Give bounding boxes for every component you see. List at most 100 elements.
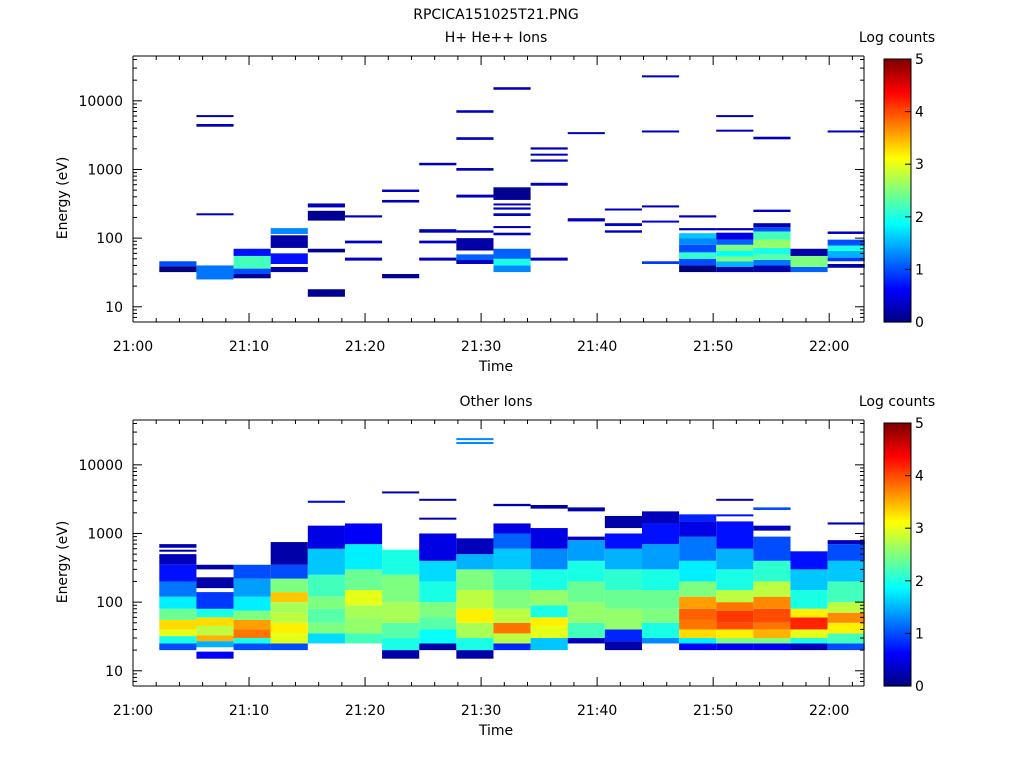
colorbar-segment — [884, 210, 911, 214]
colorbar-segment — [884, 561, 911, 564]
colorbar-segment — [884, 122, 911, 126]
colorbar-segment — [884, 85, 911, 89]
colorbar-segment — [884, 618, 911, 621]
heatmap-cell — [344, 633, 383, 644]
colorbar-segment — [884, 556, 911, 560]
heatmap-cell — [753, 223, 791, 228]
heatmap-cell — [382, 622, 420, 639]
heatmap-cell — [716, 498, 754, 501]
colorbar-segment — [884, 313, 911, 317]
colorbar-segment — [884, 444, 911, 448]
heatmap-cell — [382, 574, 420, 603]
colorbar-segment — [884, 582, 911, 586]
colorbar-segment — [884, 208, 911, 211]
x-tick-label: 21:00 — [113, 703, 153, 719]
colorbar-segment — [884, 300, 911, 303]
colorbar-segment — [884, 598, 911, 602]
heatmap-cell — [307, 608, 345, 623]
heatmap-cell — [641, 205, 680, 208]
colorbar-segment — [884, 655, 911, 659]
panel-title: H+ He++ Ions — [445, 30, 548, 46]
colorbar-segment — [884, 475, 911, 479]
heatmap-cell — [753, 643, 791, 651]
heatmap-cell — [456, 254, 494, 261]
colorbar-segment — [884, 212, 911, 216]
colorbar-segment — [884, 666, 911, 670]
colorbar-segment — [884, 249, 911, 253]
heatmap-cell — [753, 260, 791, 266]
colorbar-segment — [884, 517, 911, 521]
y-tick-label: 10 — [105, 300, 123, 316]
heatmap-cell — [233, 643, 271, 651]
heatmap-cell — [790, 551, 828, 570]
colorbar-segment — [884, 181, 911, 185]
colorbar-segment — [884, 442, 911, 446]
heatmap-cell — [307, 525, 345, 549]
colorbar-segment — [884, 190, 911, 194]
colorbar-segment — [884, 572, 911, 575]
colorbar-segment — [884, 440, 911, 444]
heatmap-cell — [530, 153, 568, 156]
x-tick-label: 21:30 — [461, 703, 501, 719]
heatmap-cell — [604, 515, 642, 529]
heatmap-cell — [233, 274, 271, 279]
heatmap-cell — [753, 608, 791, 623]
heatmap-cell — [344, 590, 383, 606]
colorbar-segment — [884, 670, 911, 674]
colorbar-segment — [884, 229, 911, 233]
colorbar-segment — [884, 495, 911, 499]
colorbar-segment — [884, 675, 911, 678]
colorbar-segment — [884, 148, 911, 152]
colorbar-segment — [884, 532, 911, 536]
colorbar-segment — [884, 188, 911, 192]
heatmap-cell — [493, 548, 531, 570]
colorbar-segment — [884, 567, 911, 571]
x-tick-label: 21:10 — [229, 339, 269, 355]
heatmap-cell — [827, 250, 865, 258]
colorbar-segment — [884, 311, 911, 314]
heatmap-cell — [716, 244, 754, 251]
heatmap-cell — [716, 569, 754, 591]
heatmap-cell — [753, 239, 791, 248]
heatmap-cell — [716, 266, 754, 273]
heatmap-cell — [827, 257, 865, 262]
heatmap-cell — [679, 514, 717, 522]
colorbar-tick-label: 1 — [915, 626, 924, 642]
y-tick-label: 10000 — [78, 458, 123, 474]
colorbar-segment — [884, 477, 911, 481]
x-tick-label: 21:00 — [113, 339, 153, 355]
heatmap-cell — [493, 643, 531, 651]
heatmap-cell — [344, 257, 383, 261]
heatmap-cell — [716, 610, 754, 623]
heatmap-cell — [159, 596, 197, 609]
colorbar-segment — [884, 107, 911, 111]
heatmap-cell — [753, 136, 791, 140]
heatmap-cell — [456, 238, 494, 251]
heatmap-cell — [493, 622, 531, 634]
heatmap-cell — [307, 500, 345, 503]
colorbar-segment — [884, 508, 911, 512]
plot-axes: 21:00 21:10 21:20 21:30 21:40 21:50 22:00 10 100… — [78, 419, 865, 719]
figure-title: RPCICA151025T21.PNG — [413, 7, 578, 23]
heatmap-cell — [567, 218, 605, 222]
colorbar-segment — [884, 464, 911, 468]
heatmap-cell — [456, 442, 494, 445]
heatmap-cell — [567, 507, 605, 512]
colorbar-segment — [884, 683, 911, 687]
heatmap-cell — [753, 596, 791, 609]
colorbar-segment — [884, 317, 911, 321]
heatmap-cell — [716, 256, 754, 262]
heatmap-cell — [456, 168, 494, 171]
heatmap-cell — [456, 137, 494, 140]
heatmap-cell — [196, 115, 234, 118]
heatmap-cell — [233, 596, 271, 611]
heatmap-cell — [456, 608, 494, 623]
heatmap-cell — [753, 247, 791, 255]
colorbar-segment — [884, 256, 911, 260]
heatmap-cell — [419, 643, 457, 651]
colorbar-segment — [884, 672, 911, 676]
heatmap-cell — [530, 182, 568, 186]
heatmap-cell — [567, 622, 605, 639]
colorbar-segment — [884, 644, 911, 648]
y-tick-label: 1000 — [87, 162, 123, 178]
